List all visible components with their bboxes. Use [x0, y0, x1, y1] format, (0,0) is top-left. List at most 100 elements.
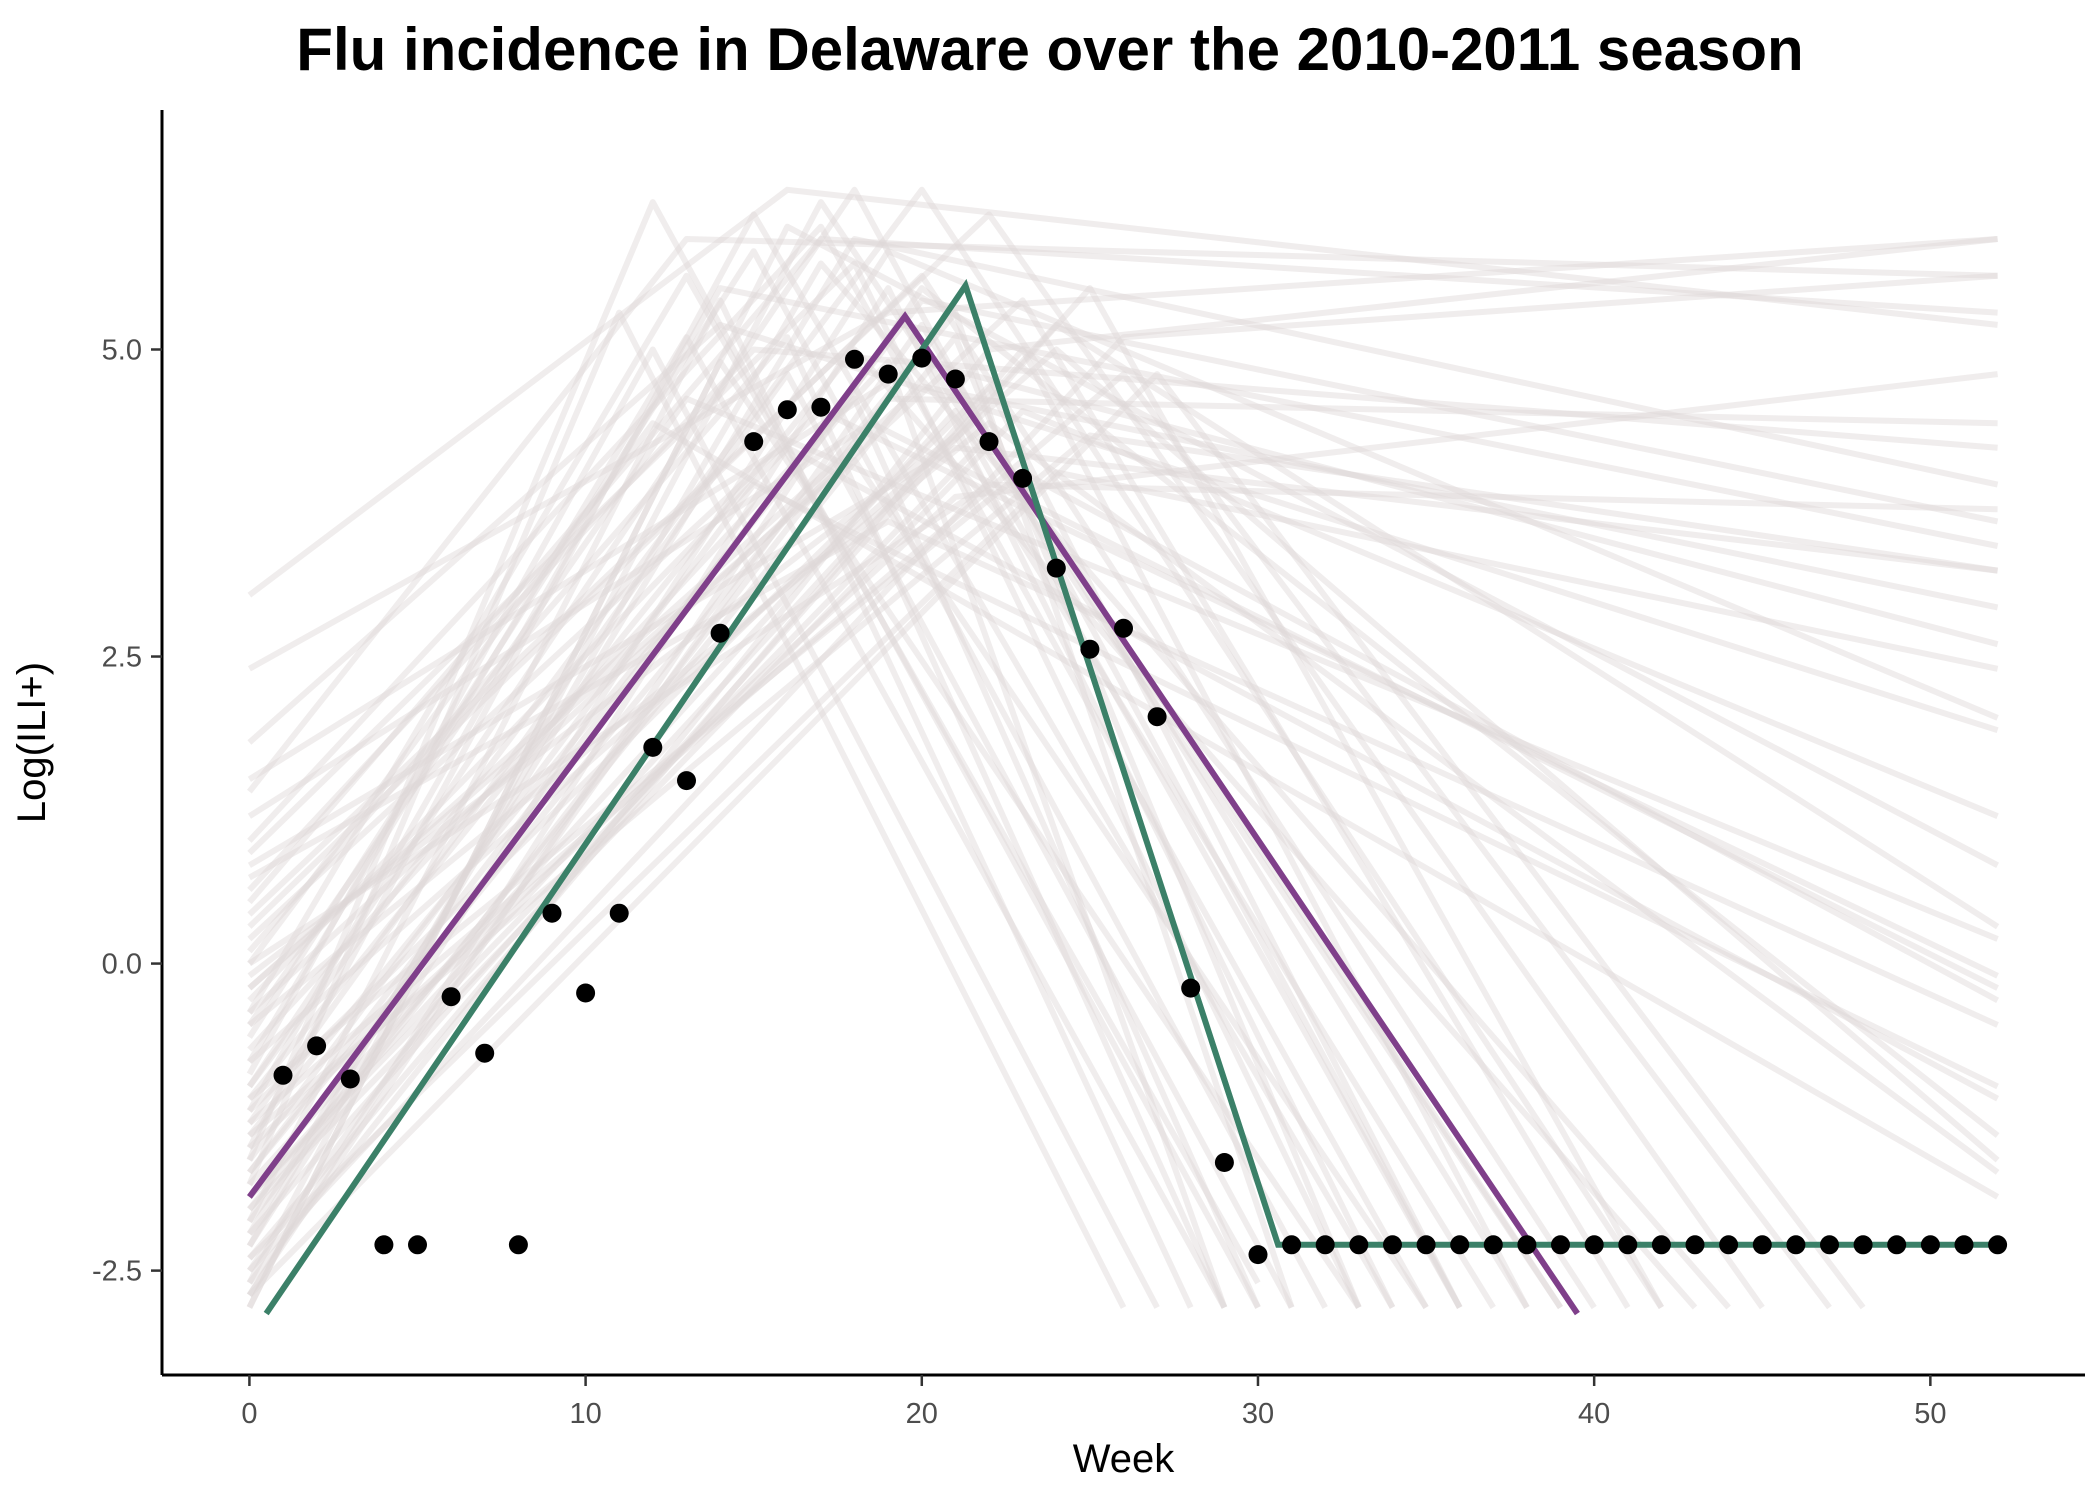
- posterior-sample-line: [247, 518, 1999, 1028]
- posterior-sample-line: [247, 186, 1998, 598]
- posterior-sample-line: [247, 432, 1496, 1310]
- axes: [160, 110, 2085, 1377]
- x-tick-label: 30: [1242, 1398, 1274, 1430]
- posterior-sample-line: [246, 371, 1295, 1309]
- posterior-sample-line: [246, 346, 1160, 1309]
- posterior-sample-line: [246, 248, 1328, 1309]
- posterior-sample-line: [246, 358, 1362, 1310]
- x-tick-label: 0: [241, 1398, 257, 1430]
- posterior-sample-line: [247, 321, 2000, 1199]
- observed-point: [1046, 558, 1066, 578]
- posterior-sample-line: [247, 395, 1261, 1309]
- posterior-sample-line: [246, 285, 1396, 1309]
- observed-point: [475, 1043, 495, 1063]
- posterior-sample-line: [247, 469, 1999, 1261]
- posterior-sample-line: [247, 346, 1698, 1310]
- posterior-sample-line: [246, 297, 1194, 1309]
- posterior-sample-line: [246, 199, 1563, 1310]
- posterior-sample-line: [246, 272, 1261, 1285]
- posterior-sample-line: [247, 297, 1631, 1310]
- posterior-sample-line: [247, 371, 1832, 1310]
- observed-point: [1214, 1153, 1234, 1172]
- posterior-sample-line: [247, 285, 1665, 1309]
- observed-point: [710, 623, 730, 643]
- green-fit-line: [263, 278, 1998, 1316]
- posterior-sample-line: [247, 223, 1429, 1309]
- observed-point: [643, 737, 663, 757]
- observed-point: [1080, 639, 1100, 659]
- posterior-sample-line: [247, 420, 2000, 1175]
- x-tick-label: 50: [1914, 1398, 1946, 1430]
- posterior-samples-layer: [246, 186, 2000, 1310]
- posterior-sample-line: [246, 481, 1999, 1162]
- posterior-sample-line: [247, 481, 1998, 967]
- posterior-sample-line: [247, 407, 1999, 1212]
- posterior-sample-line: [247, 346, 1998, 892]
- posterior-sample-line: [246, 321, 1530, 1310]
- observed-point: [1584, 1235, 1604, 1255]
- posterior-sample-line: [246, 186, 1463, 1309]
- observed-point: [1248, 1245, 1268, 1265]
- posterior-sample-line: [247, 346, 2000, 1163]
- observed-point: [1954, 1235, 1974, 1255]
- y-tick-label: 2.5: [102, 642, 142, 674]
- posterior-sample-line: [246, 260, 1731, 1310]
- observed-point: [1383, 1235, 1402, 1255]
- posterior-sample-line: [247, 321, 1999, 745]
- observed-point: [1651, 1235, 1671, 1255]
- posterior-sample-line: [247, 236, 1998, 672]
- observed-point: [374, 1235, 394, 1255]
- posterior-sample-line: [247, 334, 1228, 1309]
- observed-point: [542, 903, 562, 923]
- observed-point: [1181, 978, 1201, 998]
- observed-point: [1752, 1235, 1772, 1255]
- posterior-sample-line: [246, 186, 1664, 1310]
- posterior-sample-line: [246, 334, 1228, 1309]
- x-tick-label: 20: [906, 1398, 938, 1430]
- observed-point: [1719, 1235, 1739, 1255]
- posterior-sample-line: [246, 236, 1999, 1236]
- observed-point: [508, 1235, 528, 1255]
- posterior-sample-line: [246, 199, 1261, 1309]
- y-tick-label: 0.0: [102, 949, 142, 981]
- posterior-sample-line: [247, 260, 1362, 1309]
- x-axis-title: Week: [1073, 1437, 1176, 1481]
- observed-point: [1887, 1235, 1907, 1255]
- observed-point: [878, 364, 898, 384]
- observed-point: [1786, 1235, 1806, 1255]
- observed-point: [811, 397, 831, 417]
- observed-point: [1618, 1235, 1638, 1255]
- posterior-sample-line: [247, 272, 1998, 1273]
- posterior-sample-line: [246, 223, 1999, 1309]
- chart-title: Flu incidence in Delaware over the 2010-…: [296, 16, 1804, 83]
- y-tick-label: -2.5: [92, 1256, 142, 1288]
- observed-point: [945, 369, 965, 389]
- posterior-sample-line: [247, 407, 1463, 1309]
- observed-point: [777, 400, 797, 420]
- posterior-sample-line: [247, 211, 1765, 1310]
- observed-point: [1282, 1235, 1302, 1255]
- posterior-sample-line: [247, 334, 1362, 1309]
- y-tick-label: 5.0: [102, 334, 142, 366]
- observed-point: [1853, 1235, 1873, 1255]
- posterior-sample-line: [247, 444, 1998, 868]
- observed-points-layer: [273, 348, 2008, 1265]
- posterior-sample-line: [247, 297, 1999, 1175]
- observed-point: [340, 1069, 360, 1089]
- observed-point: [744, 432, 764, 452]
- observed-point: [273, 1065, 293, 1085]
- observed-point: [307, 1036, 327, 1056]
- tick-layer: 0 10 20 30 40 50 -2.5 0.0 2.5 5.0: [92, 334, 1946, 1430]
- observed-point: [609, 903, 629, 923]
- posterior-sample-line: [246, 309, 1127, 1309]
- observed-point: [1114, 618, 1133, 638]
- observed-point: [1517, 1235, 1537, 1255]
- posterior-sample-line: [247, 444, 2000, 1102]
- observed-point: [576, 983, 596, 1003]
- posterior-sample-line: [247, 236, 1998, 794]
- observed-point: [1013, 468, 1033, 488]
- posterior-sample-line: [247, 432, 1999, 1138]
- purple-fit-line: [246, 311, 1580, 1316]
- posterior-sample-line: [246, 395, 1999, 1027]
